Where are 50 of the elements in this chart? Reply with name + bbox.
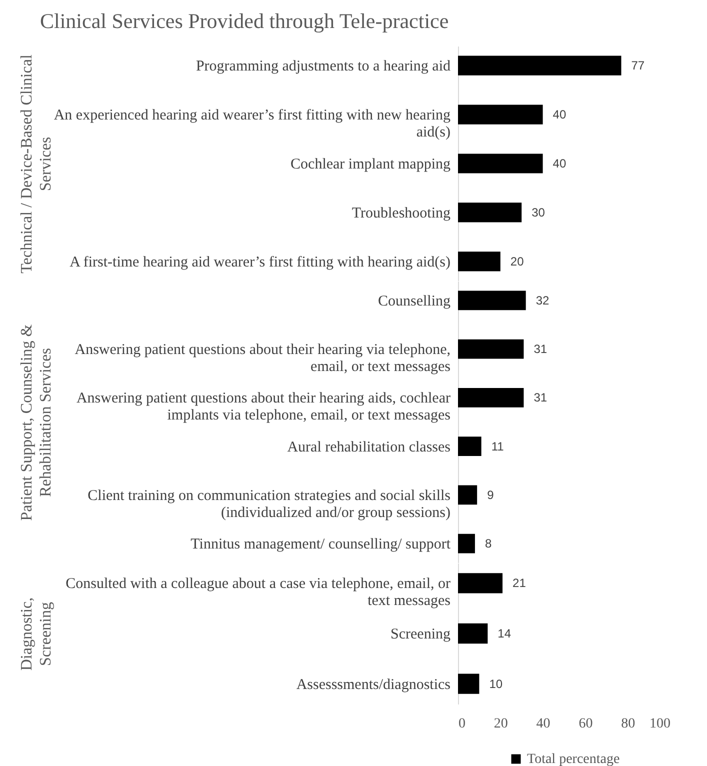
bar	[458, 202, 522, 222]
x-tick-label: 100	[650, 716, 670, 732]
y-axis-title: Technical / Device-Based Clinical Services	[18, 54, 54, 274]
y-tick-label: Screening	[390, 626, 451, 642]
data-label: 20	[510, 254, 524, 268]
data-label: 40	[552, 156, 566, 170]
y-tick-label: Assesssments/diagnostics	[296, 676, 451, 693]
y-tick-label: Cochlear implant mapping	[290, 156, 451, 172]
data-label: 32	[536, 293, 550, 308]
y-axis-title: Patient Support, Counseling & Rehabilitation Services	[18, 324, 54, 521]
data-label: 10	[489, 676, 503, 691]
text: Clinical Services Provided through Tele-practice	[40, 9, 449, 33]
y-tick-label: Counselling	[378, 293, 451, 310]
y-tick-label: Tinnitus management/ counselling/ support	[190, 536, 452, 553]
data-label: 21	[512, 576, 526, 590]
bar	[458, 388, 524, 408]
data-label: 11	[491, 439, 504, 454]
bar	[458, 56, 622, 76]
data-label: 8	[484, 536, 492, 551]
bar	[458, 290, 526, 310]
data-label: 30	[532, 205, 546, 220]
y-tick-label: Consulted with a colleague about a case via telephone, email, or text messages	[66, 576, 451, 610]
bar	[458, 154, 543, 174]
bar	[458, 339, 524, 359]
bar	[458, 485, 478, 505]
data-label: 40	[552, 108, 566, 122]
x-tick-label: 60	[578, 716, 593, 732]
bar	[458, 436, 482, 456]
x-tick-label: 0	[458, 716, 466, 732]
y-tick-label: Answering patient questions about their hearing aids, cochlear implants via telephone, email, or text messages	[76, 390, 451, 424]
x-tick-label: 80	[621, 716, 636, 732]
y-tick-label: Programming adjustments to a hearing aid	[196, 58, 451, 75]
data-label: 14	[498, 626, 512, 640]
y-tick-label: Answering patient questions about their hearing via telephone, email, or text messages	[74, 342, 451, 376]
legend-label: Total percentage	[527, 752, 620, 766]
data-label: 9	[487, 488, 494, 502]
y-tick-label: An experienced hearing aid wearer’s first fitting with new hearing aid(s)	[54, 108, 451, 141]
y-tick-label: Client training on communication strategies and social skills (individualized and/or group sessions)	[88, 488, 451, 521]
data-label: 31	[534, 342, 548, 356]
y-tick-label: A first-time hearing aid wearer’s first fitting with hearing aid(s)	[70, 254, 451, 270]
y-tick-label: Troubleshooting	[352, 205, 451, 222]
data-label: 31	[534, 390, 548, 405]
bar	[458, 252, 500, 272]
bar	[458, 104, 543, 124]
y-tick-label: Aural rehabilitation classes	[287, 439, 451, 456]
y-axis-title: Diagnostic, Screening	[18, 597, 54, 671]
x-tick-label: 20	[494, 716, 508, 732]
bar	[458, 534, 475, 554]
x-tick-label: 40	[536, 716, 550, 732]
data-label: 77	[631, 58, 645, 73]
